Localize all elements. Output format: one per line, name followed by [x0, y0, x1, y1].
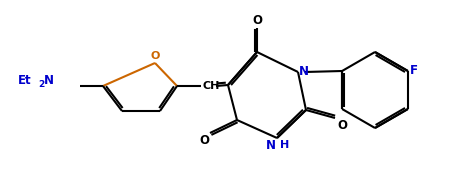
Text: 2: 2 — [38, 80, 44, 88]
Text: O: O — [199, 134, 209, 147]
Text: F: F — [410, 63, 418, 77]
Text: H: H — [280, 140, 289, 150]
Text: N: N — [44, 73, 54, 87]
Text: O: O — [337, 119, 347, 132]
Text: N: N — [266, 139, 276, 152]
Text: CH: CH — [202, 81, 219, 91]
Text: Et: Et — [18, 73, 31, 87]
Text: O: O — [252, 14, 262, 27]
Text: N: N — [299, 65, 309, 78]
Text: O: O — [150, 51, 160, 61]
